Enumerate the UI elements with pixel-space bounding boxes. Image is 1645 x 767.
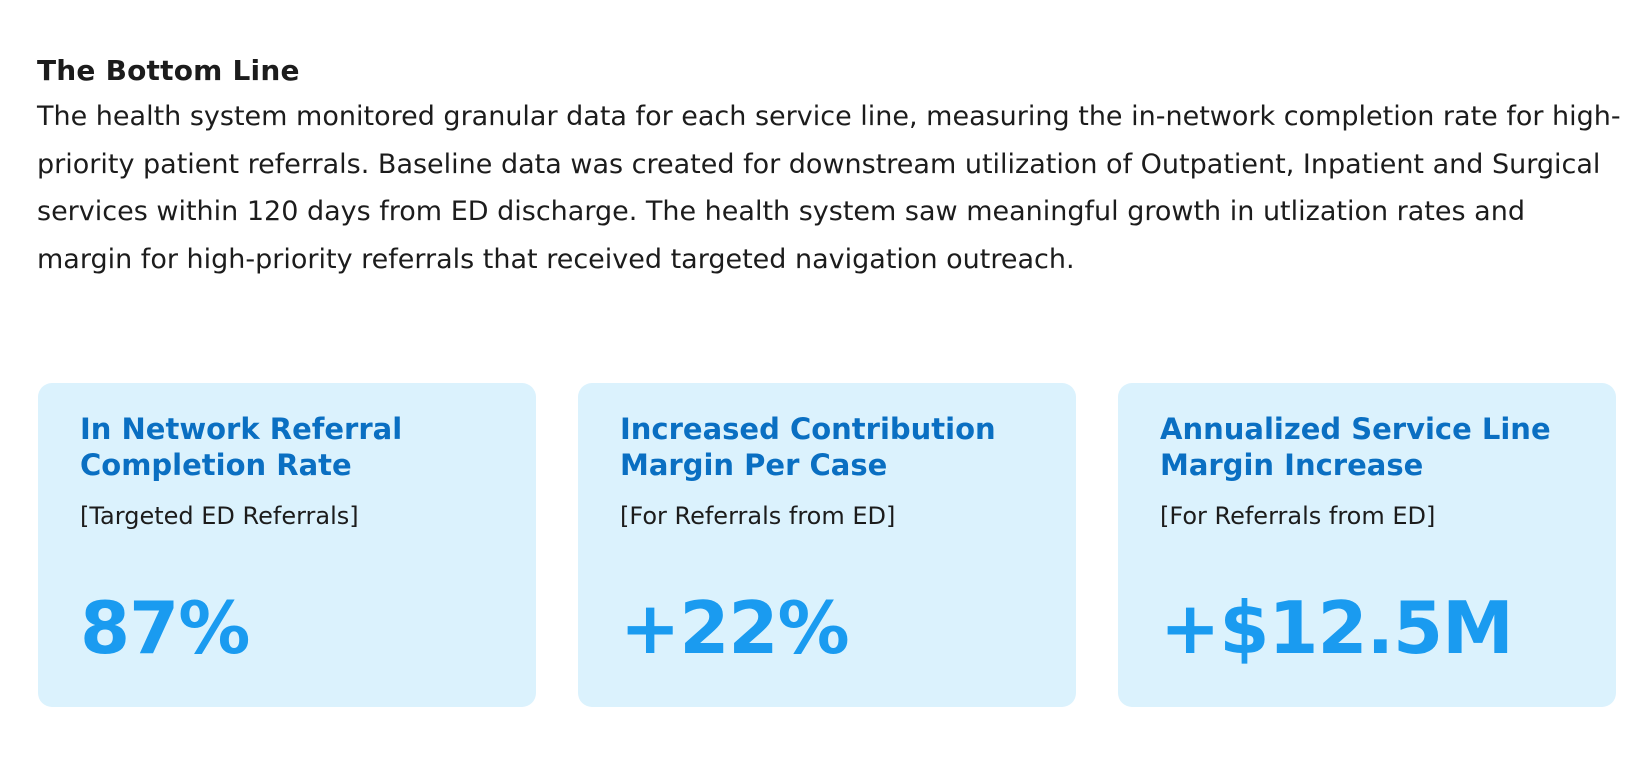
metric-card-referral-completion: In Network Referral Completion Rate [Tar…: [38, 383, 536, 707]
bottom-line-section: The Bottom Line The health system monito…: [37, 53, 1627, 283]
metric-card-contribution-margin: Increased Contribution Margin Per Case […: [578, 383, 1076, 707]
section-heading: The Bottom Line: [37, 54, 300, 87]
metric-cards: In Network Referral Completion Rate [Tar…: [38, 383, 1616, 707]
metric-card-title: Annualized Service Line Margin Increase: [1160, 412, 1551, 482]
metric-card-value: +$12.5M: [1160, 586, 1514, 670]
metric-card-value: 87%: [80, 586, 250, 670]
section-body-text: The health system monitored granular dat…: [37, 101, 1621, 275]
metric-card-subtitle: [For Referrals from ED]: [1160, 502, 1436, 530]
metric-card-service-line-margin: Annualized Service Line Margin Increase …: [1118, 383, 1616, 707]
metric-card-value: +22%: [620, 586, 850, 670]
metric-card-title: In Network Referral Completion Rate: [80, 412, 403, 482]
metric-card-subtitle: [Targeted ED Referrals]: [80, 502, 359, 530]
metric-card-subtitle: [For Referrals from ED]: [620, 502, 896, 530]
metric-card-title: Increased Contribution Margin Per Case: [620, 412, 996, 482]
